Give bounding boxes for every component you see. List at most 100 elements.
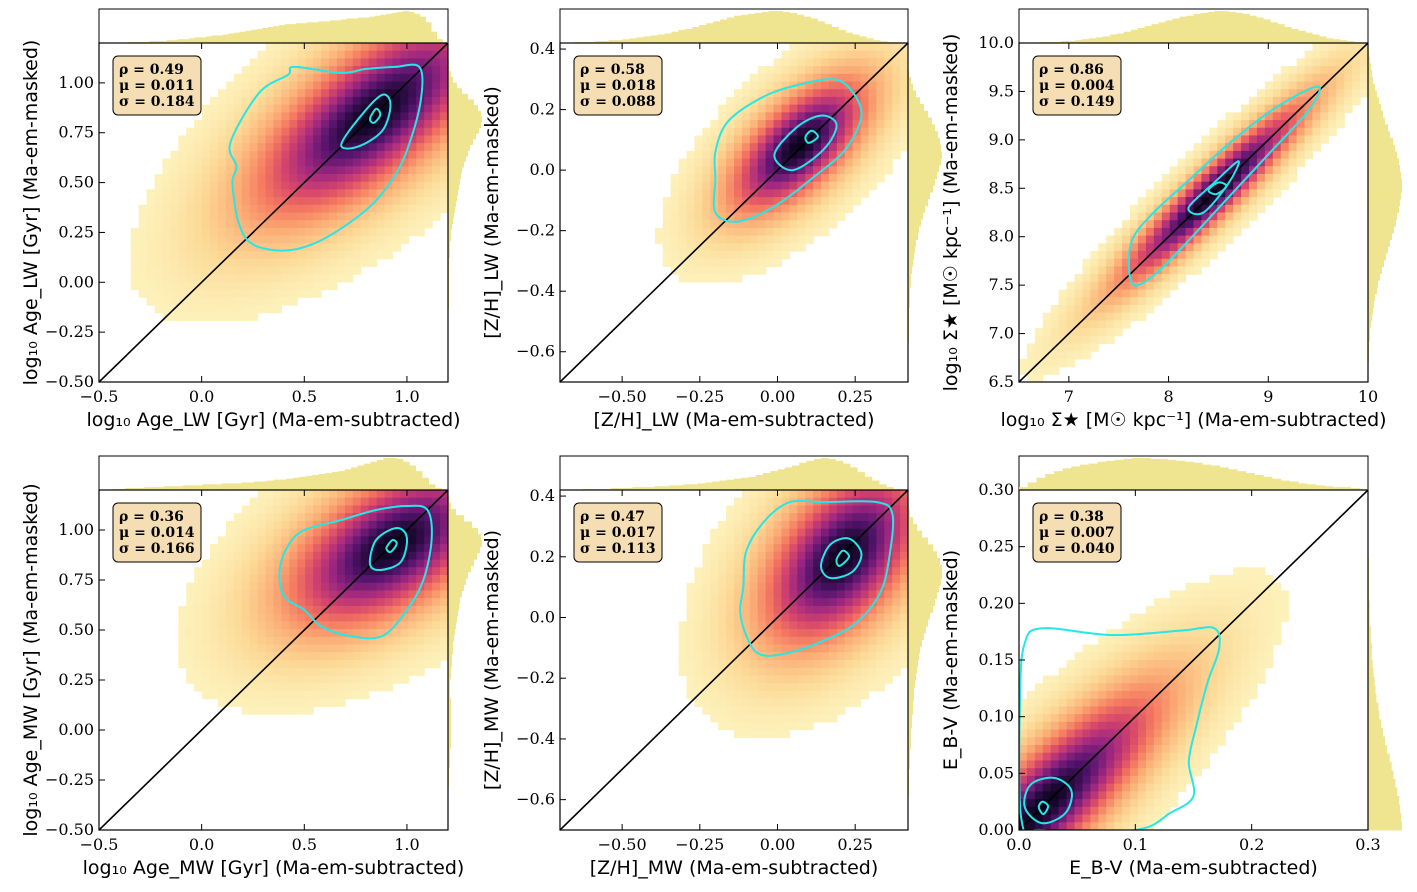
density-cell	[1169, 281, 1179, 291]
density-cell	[749, 536, 759, 545]
hist-bar	[831, 27, 839, 43]
density-field	[654, 43, 908, 283]
density-cell	[265, 613, 275, 622]
density-cell	[805, 204, 814, 214]
density-cell	[241, 189, 251, 198]
density-cell	[797, 520, 806, 530]
density-cell	[1098, 721, 1107, 731]
density-cell	[765, 497, 775, 507]
density-cell	[249, 567, 259, 576]
density-cell	[392, 505, 402, 514]
density-cell	[892, 143, 901, 152]
hist-bar	[1368, 702, 1379, 712]
hist-bar	[1368, 76, 1373, 85]
density-cell	[1050, 822, 1060, 830]
density-cell	[821, 505, 830, 514]
density-cell	[734, 220, 743, 229]
density-cell	[781, 89, 790, 98]
density-cell	[781, 714, 790, 723]
hist-bar	[448, 161, 464, 168]
density-cell	[789, 120, 798, 129]
density-cell	[257, 621, 267, 630]
density-cell	[789, 135, 798, 144]
hist-bar	[908, 178, 935, 186]
density-cell	[376, 675, 386, 684]
density-cell	[1082, 683, 1091, 692]
hist-bar	[1368, 178, 1402, 186]
density-cell	[297, 81, 306, 90]
density-cell	[360, 166, 370, 175]
density-cell	[344, 158, 354, 167]
density-cell	[1042, 358, 1052, 368]
density-cell	[225, 536, 235, 545]
density-cell	[757, 652, 767, 661]
density-cell	[249, 58, 259, 67]
density-cell	[249, 582, 259, 592]
density-cell	[1082, 675, 1091, 684]
density-cell	[694, 266, 703, 275]
hist-bar	[448, 748, 450, 755]
density-cell	[734, 150, 743, 160]
density-cell	[1169, 220, 1179, 229]
density-cell	[813, 73, 822, 83]
hist-bar	[908, 544, 933, 552]
density-cell	[408, 528, 417, 537]
density-cell	[773, 706, 783, 715]
density-cell	[884, 544, 893, 553]
density-cell	[1145, 197, 1155, 206]
density-cell	[360, 513, 370, 522]
density-cell	[329, 143, 338, 152]
density-cell	[273, 150, 283, 160]
hist-bar	[864, 476, 873, 490]
density-cell	[241, 120, 251, 129]
density-cell	[210, 181, 219, 190]
density-cell	[1233, 212, 1242, 221]
density-cell	[1320, 66, 1329, 75]
density-cell	[289, 505, 298, 514]
density-cell	[710, 559, 719, 568]
density-cell	[1225, 127, 1234, 137]
density-cell	[789, 66, 798, 75]
density-cell	[336, 189, 346, 198]
hist-bar	[908, 632, 924, 640]
density-cell	[217, 613, 227, 622]
density-cell	[1280, 112, 1290, 121]
density-cell	[305, 582, 314, 592]
density-cell	[757, 104, 767, 113]
density-cell	[749, 660, 759, 669]
density-cell	[1034, 366, 1044, 375]
hist-bar	[690, 484, 699, 490]
density-cell	[821, 189, 830, 198]
density-cell	[797, 721, 806, 731]
density-cell	[1288, 127, 1298, 137]
density-cell	[400, 575, 409, 584]
density-cell	[336, 243, 346, 252]
density-cell	[1066, 660, 1076, 669]
density-cell	[678, 243, 688, 252]
density-cell	[765, 559, 775, 568]
hist-bar	[1368, 796, 1400, 805]
density-cell	[1185, 204, 1195, 214]
density-cell	[1019, 706, 1028, 715]
density-cell	[757, 729, 767, 738]
density-cell	[1082, 799, 1091, 808]
density-cell	[265, 58, 275, 67]
hist-bar	[1312, 34, 1320, 43]
density-cell	[741, 536, 751, 545]
density-cell	[718, 675, 727, 684]
density-cell	[1066, 304, 1076, 314]
density-cell	[773, 96, 783, 106]
contour-mid	[773, 114, 838, 172]
density-cell	[432, 43, 441, 52]
density-cell	[368, 258, 378, 268]
density-cell	[225, 660, 235, 669]
density-cell	[844, 567, 854, 576]
density-cell	[749, 104, 759, 113]
density-cell	[1114, 227, 1123, 237]
density-cell	[773, 513, 783, 522]
density-cell	[892, 505, 901, 514]
density-cell	[852, 528, 862, 537]
density-cell	[265, 497, 275, 507]
hist-bar	[448, 534, 481, 541]
density-cell	[360, 173, 370, 183]
